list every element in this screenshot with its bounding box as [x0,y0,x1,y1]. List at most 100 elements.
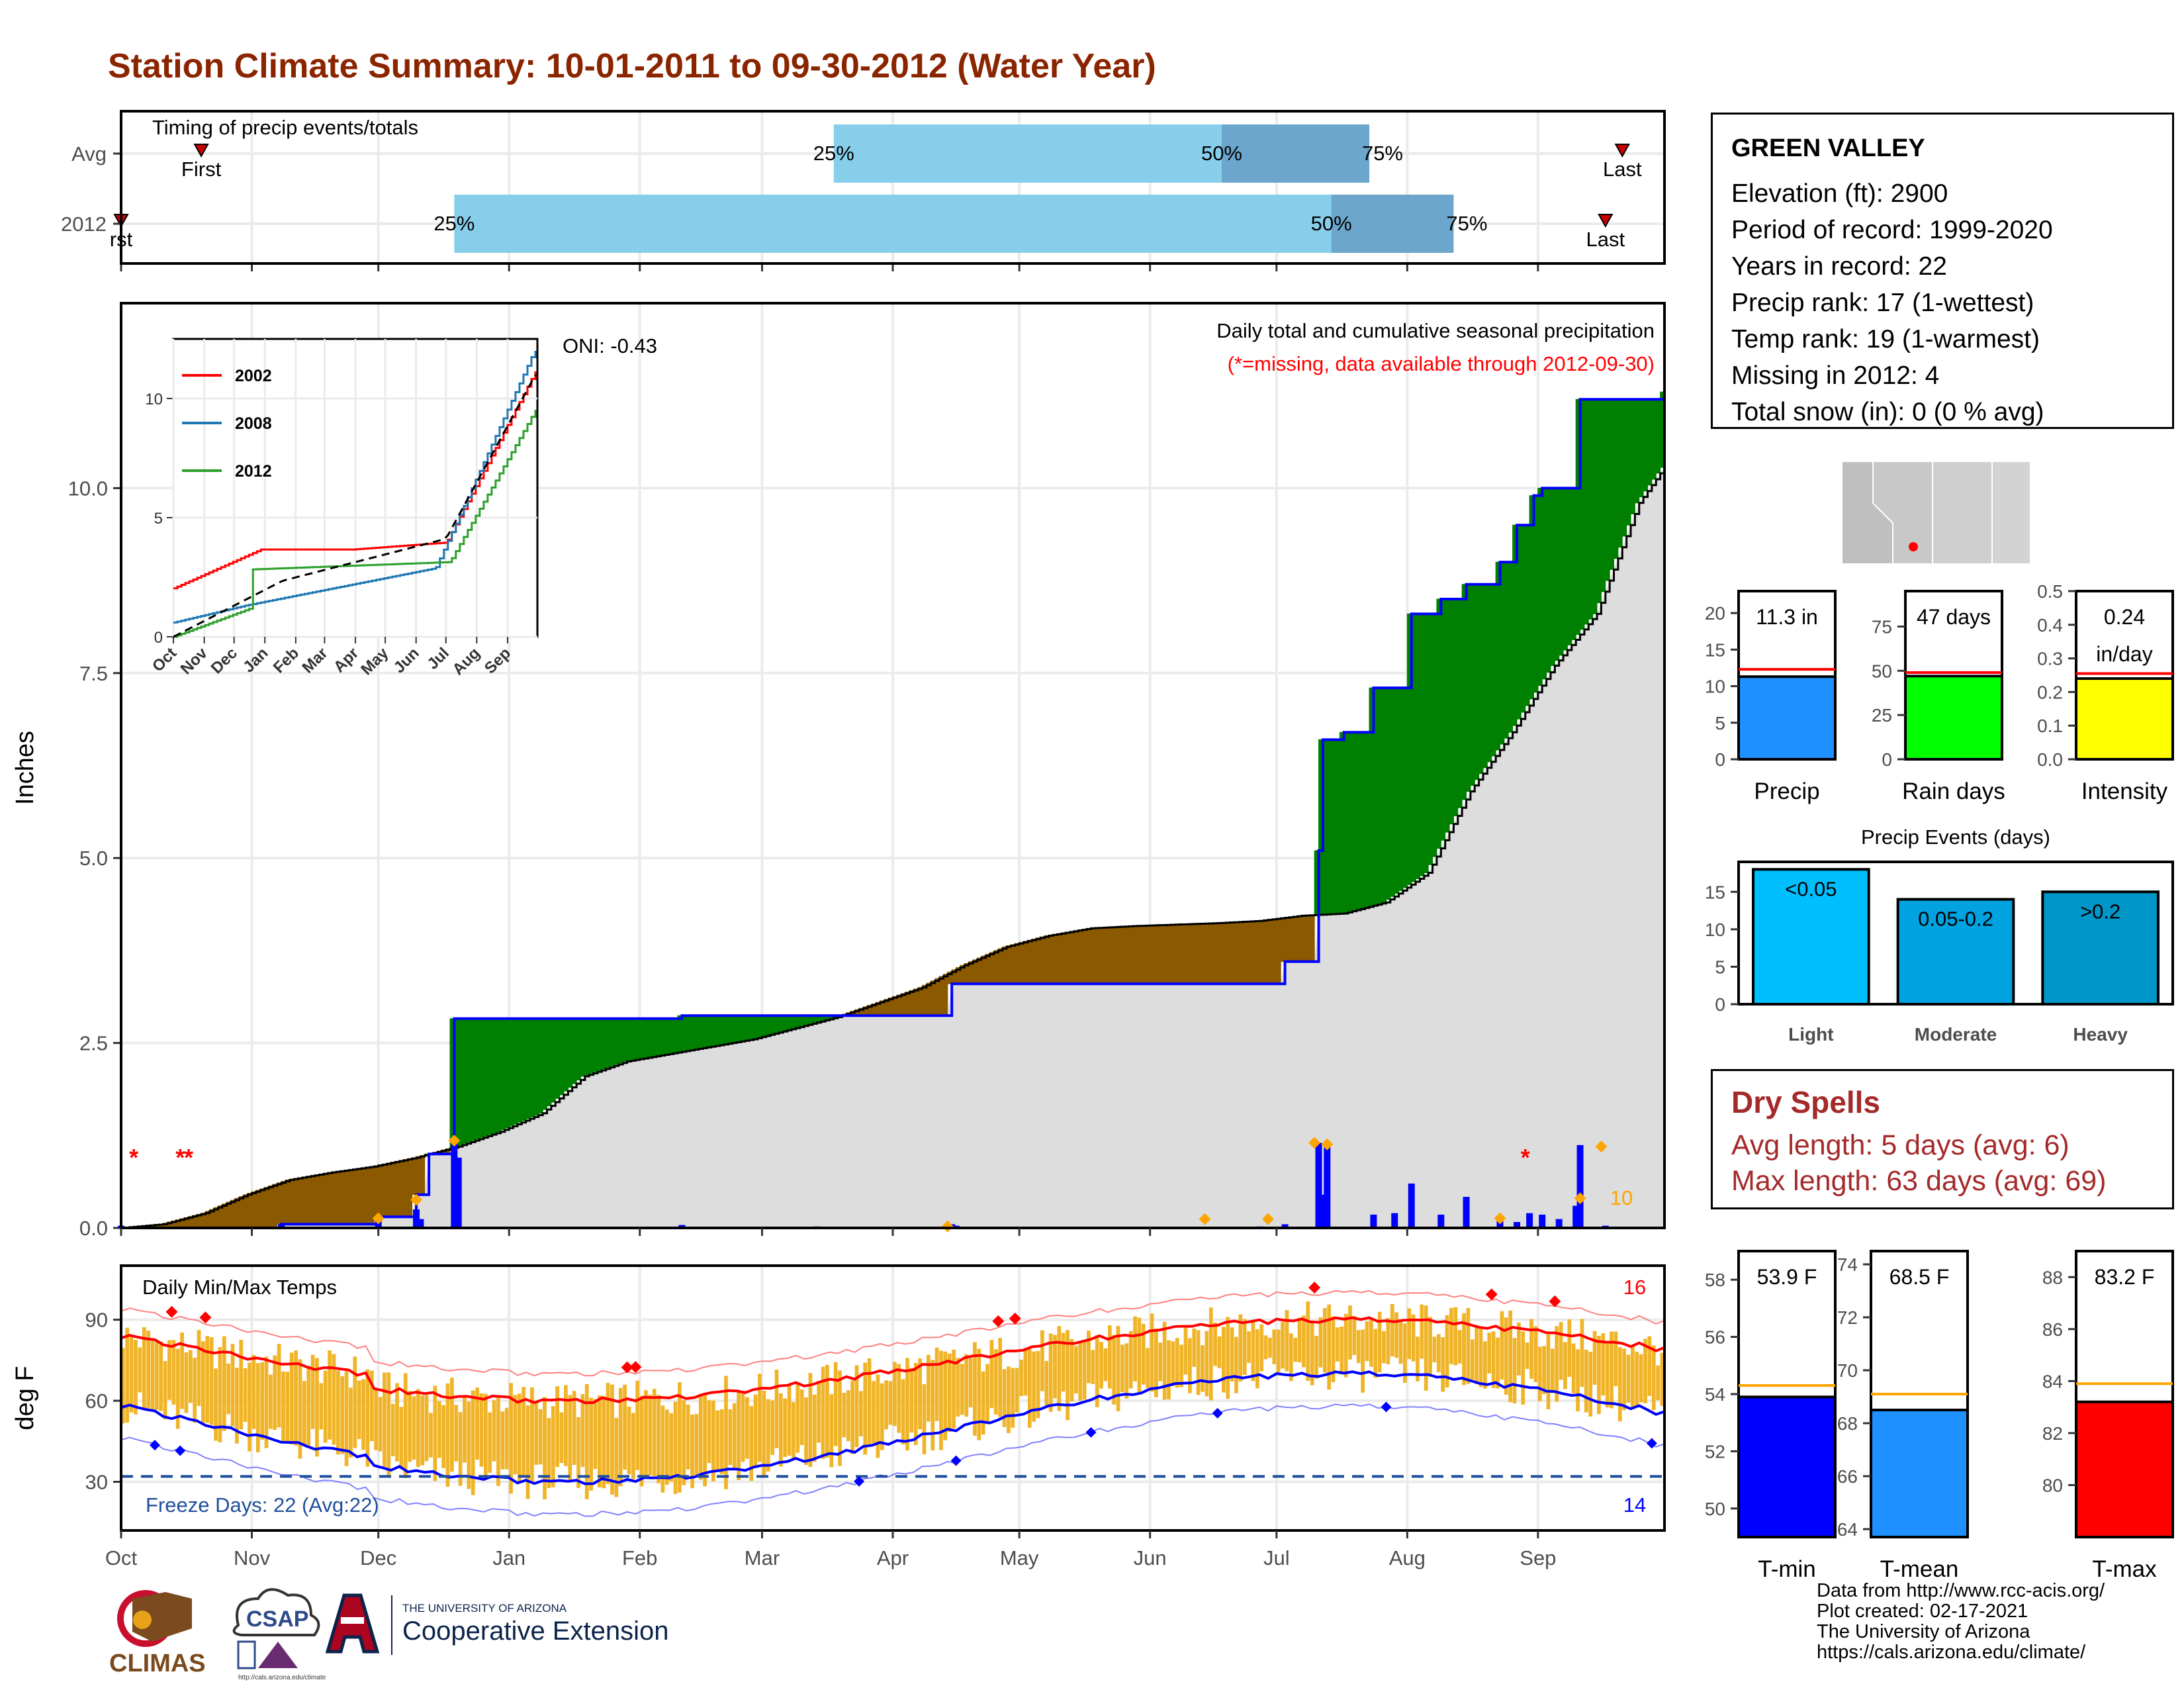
timing-row-label: Avg [71,142,107,165]
summary-y-tick-label: 0.4 [2037,615,2063,635]
precip-event-marker [1308,1137,1321,1149]
month-tick-label: Oct [105,1546,138,1570]
summary-y-tick-label: 10 [1705,677,1725,697]
location-map [1841,461,2031,565]
timing-first-marker [193,144,209,158]
temps-y-tick-label: 30 [85,1471,108,1494]
station-precip-rank: Precip rank: 17 (1-wettest) [1731,289,2034,317]
csap-mountain [258,1642,298,1668]
summary-bar [2075,1400,2174,1538]
cumulative-2012-line [121,392,1666,1229]
station-years: Years in record: 22 [1731,252,1947,281]
summary-y-tick-label: 72 [1837,1307,1858,1328]
daily-precip-bar [451,1141,458,1228]
inset-legend-label: 2002 [235,367,272,385]
timing-bar-50-75 [1331,195,1454,253]
daily-precip-bar [417,1219,424,1228]
summary-y-tick-label: 66 [1837,1466,1858,1487]
precip-event-marker [1494,1212,1506,1225]
daily-precip-bar [1319,1194,1326,1228]
summary-y-tick-label: 50 [1705,1499,1725,1519]
timing-q50-label: 50% [1311,212,1352,235]
precip-event-category: Heavy [2073,1024,2128,1045]
daily-precip-bar [1281,1224,1289,1228]
ua-logo: THE UNIVERSITY OF ARIZONA Cooperative Ex… [325,1593,668,1655]
missing-day-marker: * [184,1144,193,1171]
credit-url: https://cals.arizona.edu/climate/ [1817,1642,2086,1663]
timing-last-label: Last [1586,228,1625,251]
month-tick-label: Aug [1389,1546,1426,1570]
daily-precip-bar [1572,1205,1580,1228]
precip-events-chart: Precip Events (days) 0 5 10 15 <0.05 Light 0.05… [1705,825,2174,1045]
summary-y-tick-label: 0 [1882,749,1892,770]
daily-precip-bar [1437,1214,1445,1228]
month-tick-label: Jun [1134,1546,1167,1570]
summary-y-tick-label: 64 [1837,1519,1858,1540]
precip-subtitle: (*=missing, data available through 2012-… [1228,352,1655,375]
station-elevation: Elevation (ft): 2900 [1731,179,1948,208]
inset-legend-label: 2012 [235,462,272,481]
freeze-days-label: Freeze Days: 22 (Avg:22) [146,1493,379,1517]
timing-panel-border [120,110,1666,265]
precip-event-marker [448,1135,461,1147]
dry-spells-title: Dry Spells [1731,1085,1880,1119]
record-high-count: 16 [1623,1276,1646,1299]
station-temp-rank: Temp rank: 19 (1-warmest) [1731,325,2040,353]
month-tick-label: Jul [1263,1546,1290,1570]
daily-precip-bar [1513,1222,1520,1228]
timing-last-marker [1614,144,1630,158]
daily-precip-bar [278,1224,285,1228]
summary-value-label: 68.5 F [1889,1265,1950,1289]
month-tick-label: Nov [234,1546,271,1570]
summary-y-tick-label: 0.1 [2037,716,2063,736]
timing-row-label: 2012 [61,212,107,236]
logos: CLIMAS CSAP http://cals.arizona.edu/clim… [109,1588,668,1681]
events-y-tick-label: 15 [1705,882,1725,902]
precip-summary-charts: 0 5 10 15 20 Precip 11.3 in 0 25 50 75 Rain days 47 … [1705,581,2174,804]
record-low-marker [1085,1427,1097,1438]
events-y-tick-label: 10 [1705,919,1725,940]
summary-y-tick-label: 75 [1872,616,1892,637]
precip-y-tick-label: 7.5 [79,662,108,685]
precip-y-axis-label: Inches [11,731,39,805]
record-low-marker [149,1440,160,1451]
timing-q50-label: 50% [1201,142,1242,165]
inset-series-line [173,410,537,638]
summary-y-tick-label: 0.3 [2037,649,2063,669]
summary-value-label: in/day [2096,642,2152,666]
precip-event-marker [941,1220,954,1233]
summary-value-label: 53.9 F [1757,1265,1817,1289]
station-snow: Total snow (in): 0 (0 % avg) [1731,398,2044,426]
inset-legend-label: 2008 [235,414,272,433]
precip-event-bar-label: <0.05 [1785,877,1837,900]
precip-y-tick-label: 5.0 [79,847,108,870]
summary-bar [1870,1409,1969,1538]
summary-category-label: Rain days [1902,778,2005,804]
summary-value-label: 0.24 [2104,605,2145,629]
precip-y-tick-label: 0.0 [79,1217,108,1240]
oni-annotation: ONI: -0.43 [563,334,657,357]
summary-y-tick-label: 5 [1715,713,1725,733]
precip-events-title: Precip Events (days) [1861,825,2050,849]
timing-bar-25-50 [454,195,1332,253]
timing-first-label: First [181,158,222,181]
csap-url: http://cals.arizona.edu/climate [238,1674,326,1681]
inset-y-tick-label: 10 [145,391,163,408]
summary-y-tick-label: 50 [1872,661,1892,681]
record-high-marker [992,1315,1005,1327]
events-y-tick-label: 5 [1715,957,1725,977]
temps-title: Daily Min/Max Temps [142,1276,337,1299]
inset-series-line [173,371,537,590]
summary-y-tick-label: 74 [1837,1254,1858,1275]
dry-spells-max: Max length: 63 days (avg: 69) [1731,1165,2107,1197]
summary-bar [2075,677,2174,761]
month-tick-label: Jan [492,1546,525,1570]
record-high-marker [621,1361,633,1374]
summary-bar [1737,675,1837,761]
credit-data-source: Data from http://www.rcc-acis.org/ [1817,1580,2105,1601]
temps-y-tick-label: 90 [85,1309,108,1332]
precip-event-marker [410,1194,423,1206]
record-high-marker [1308,1282,1321,1294]
summary-y-tick-label: 86 [2042,1319,2063,1340]
record-high-marker [165,1305,178,1318]
